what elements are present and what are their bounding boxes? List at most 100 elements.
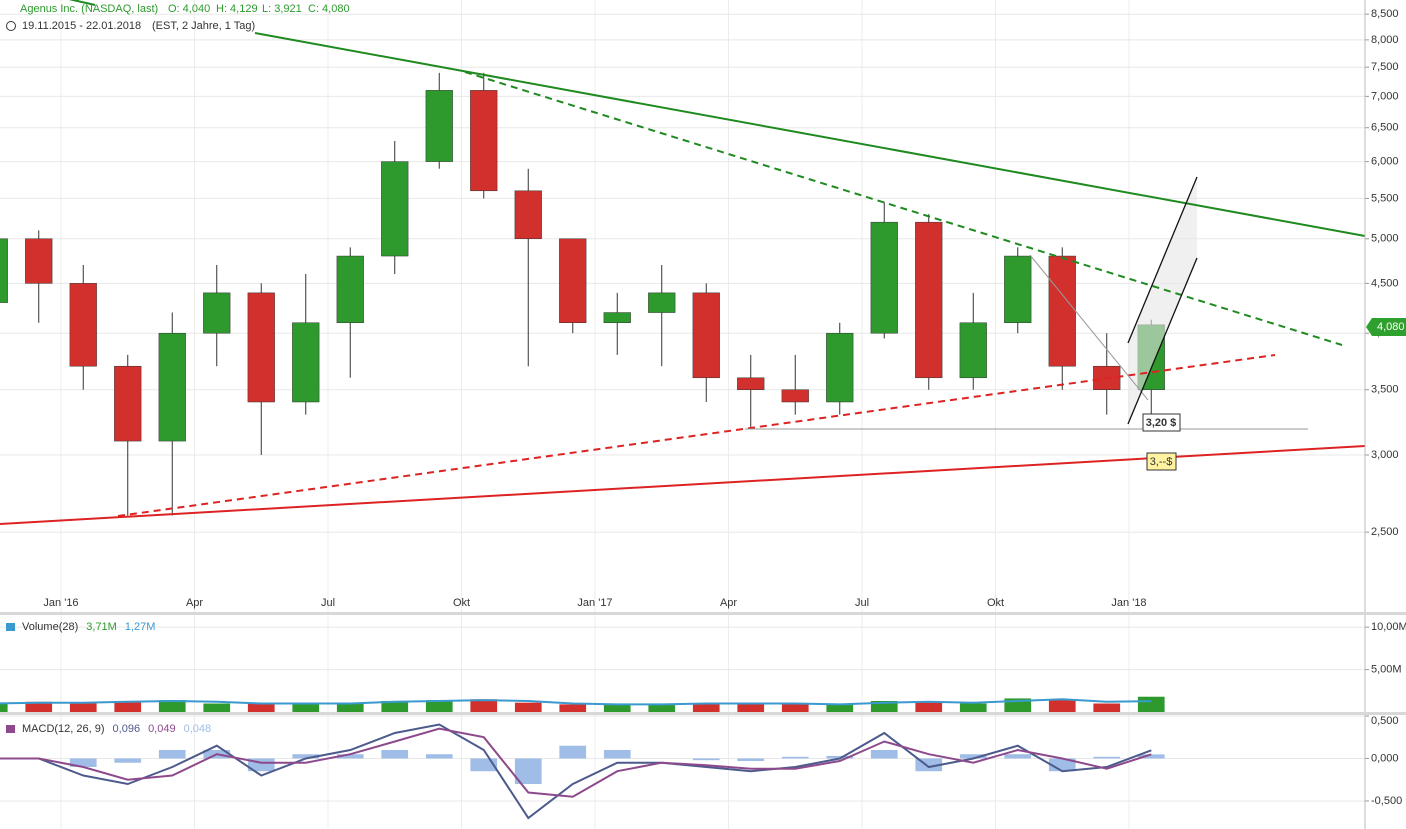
candle-body bbox=[25, 238, 53, 284]
volume-bar bbox=[559, 704, 587, 712]
legend-value: 0,048 bbox=[184, 723, 212, 735]
series-line bbox=[0, 698, 1152, 706]
y-tick-label: 0,000 bbox=[1371, 752, 1399, 764]
y-tick-label: 7,500 bbox=[1371, 61, 1399, 73]
y-tick-label: 3,500 bbox=[1371, 384, 1399, 396]
legend-value: 0,096 bbox=[113, 723, 141, 735]
x-tick-label: Apr bbox=[720, 597, 737, 609]
histogram-bar bbox=[114, 758, 142, 763]
y-tick-label: 6,500 bbox=[1371, 122, 1399, 134]
info: (EST, 2 Jahre, 1 Tag) bbox=[152, 20, 255, 32]
histogram-bar bbox=[1093, 756, 1121, 759]
candle-body bbox=[648, 292, 676, 313]
channel-line bbox=[1127, 176, 1198, 344]
x-tick-label: Okt bbox=[453, 597, 470, 609]
panel-separator bbox=[0, 612, 1406, 615]
trend-line bbox=[117, 354, 1276, 517]
volume-bar bbox=[336, 702, 364, 712]
ohlc: O: 4,040 bbox=[168, 3, 210, 15]
annotation: 3,20 $ bbox=[1146, 417, 1177, 429]
price-tag-label: 4,080 bbox=[1377, 321, 1405, 333]
x-tick-label: Jul bbox=[321, 597, 335, 609]
series-line bbox=[0, 727, 1152, 798]
candle-body bbox=[203, 292, 231, 334]
candle-body bbox=[425, 90, 453, 162]
header: Agenus Inc. (NASDAQ, last) O: 4,040 H: 4… bbox=[6, 3, 350, 32]
trend-line bbox=[464, 71, 1343, 346]
candle-body bbox=[470, 90, 498, 192]
y-tick-label: 8,000 bbox=[1371, 34, 1399, 46]
volume-bar bbox=[915, 701, 943, 712]
trend-line bbox=[254, 32, 1366, 237]
histogram-bar bbox=[158, 749, 186, 759]
candle-body bbox=[1048, 255, 1076, 367]
candle-body bbox=[737, 377, 765, 390]
volume-bar bbox=[959, 703, 987, 712]
volume-bar bbox=[1048, 700, 1076, 712]
histogram-bar bbox=[692, 758, 720, 761]
histogram-bar bbox=[1004, 754, 1032, 759]
x-tick-label: Okt bbox=[987, 597, 1004, 609]
candle-body bbox=[1004, 255, 1032, 324]
volume-bar bbox=[158, 700, 186, 712]
ohlc: C: 4,080 bbox=[308, 3, 350, 15]
price-tag bbox=[1366, 318, 1406, 336]
candle-body bbox=[915, 221, 943, 379]
legend-value: 3,71M bbox=[86, 621, 117, 633]
volume-bar bbox=[247, 703, 275, 712]
channel-line bbox=[1127, 257, 1198, 425]
legend-value: 0,049 bbox=[148, 723, 176, 735]
ohlc: H: 4,129 bbox=[216, 3, 258, 15]
histogram-bar bbox=[69, 758, 97, 767]
trend-line bbox=[0, 445, 1366, 525]
histogram-bar bbox=[1137, 754, 1165, 759]
y-tick-label: 2,500 bbox=[1371, 526, 1399, 538]
legend-value: 1,27M bbox=[125, 621, 156, 633]
annotation-box bbox=[1142, 413, 1181, 432]
candle-body bbox=[336, 255, 364, 324]
volume-bar bbox=[870, 700, 898, 712]
histogram-bar bbox=[603, 749, 631, 759]
channel-shade bbox=[1128, 177, 1197, 424]
annotation: 3,--$ bbox=[1150, 456, 1173, 468]
volume-bar bbox=[692, 703, 720, 712]
y-tick-label: 7,000 bbox=[1371, 90, 1399, 102]
annotation-box bbox=[1146, 452, 1177, 471]
clock-icon bbox=[6, 21, 16, 31]
drawings: 3,20 $ 3,--$ 4,080 bbox=[0, 0, 1406, 525]
y-tick-label: 3,000 bbox=[1371, 449, 1399, 461]
candle-body bbox=[781, 389, 809, 403]
y-tick-label: 5,500 bbox=[1371, 192, 1399, 204]
panel-separator bbox=[0, 712, 1406, 715]
y-tick-label: 4,500 bbox=[1371, 277, 1399, 289]
x-tick-label: Jan '18 bbox=[1111, 597, 1146, 609]
volume-bar bbox=[514, 702, 542, 712]
y-tick-label: 5,00M bbox=[1371, 663, 1402, 675]
histogram-bar bbox=[781, 756, 809, 759]
candle-body bbox=[0, 238, 8, 303]
x-tick-label: Jan '17 bbox=[577, 597, 612, 609]
y-tick-label: 10,00M bbox=[1371, 621, 1406, 633]
y-tick-label: 0,500 bbox=[1371, 715, 1399, 727]
trend-line bbox=[1029, 254, 1149, 401]
histogram-bar bbox=[381, 749, 409, 759]
volume-bar bbox=[737, 702, 765, 712]
volume-bar bbox=[603, 704, 631, 712]
histogram-bar bbox=[336, 754, 364, 759]
legend-label: MACD(12, 26, 9) bbox=[22, 723, 105, 735]
ohlc: L: 3,921 bbox=[262, 3, 302, 15]
histogram-bar bbox=[737, 758, 765, 762]
candle-body bbox=[114, 365, 142, 442]
legends: Volume(28) 3,71M 1,27M MACD(12, 26, 9) 0,096… bbox=[6, 621, 211, 735]
candle-body bbox=[870, 221, 898, 334]
x-tick-label: Jan '16 bbox=[43, 597, 78, 609]
volume-bar bbox=[0, 703, 8, 712]
volume-bar bbox=[425, 700, 453, 712]
volume-bar bbox=[292, 703, 320, 712]
volume-bar bbox=[1137, 696, 1165, 712]
candle-body bbox=[603, 312, 631, 324]
histogram-bar bbox=[959, 754, 987, 759]
title: Agenus Inc. (NASDAQ, last) bbox=[20, 3, 158, 15]
y-tick-label: 5,000 bbox=[1371, 233, 1399, 245]
